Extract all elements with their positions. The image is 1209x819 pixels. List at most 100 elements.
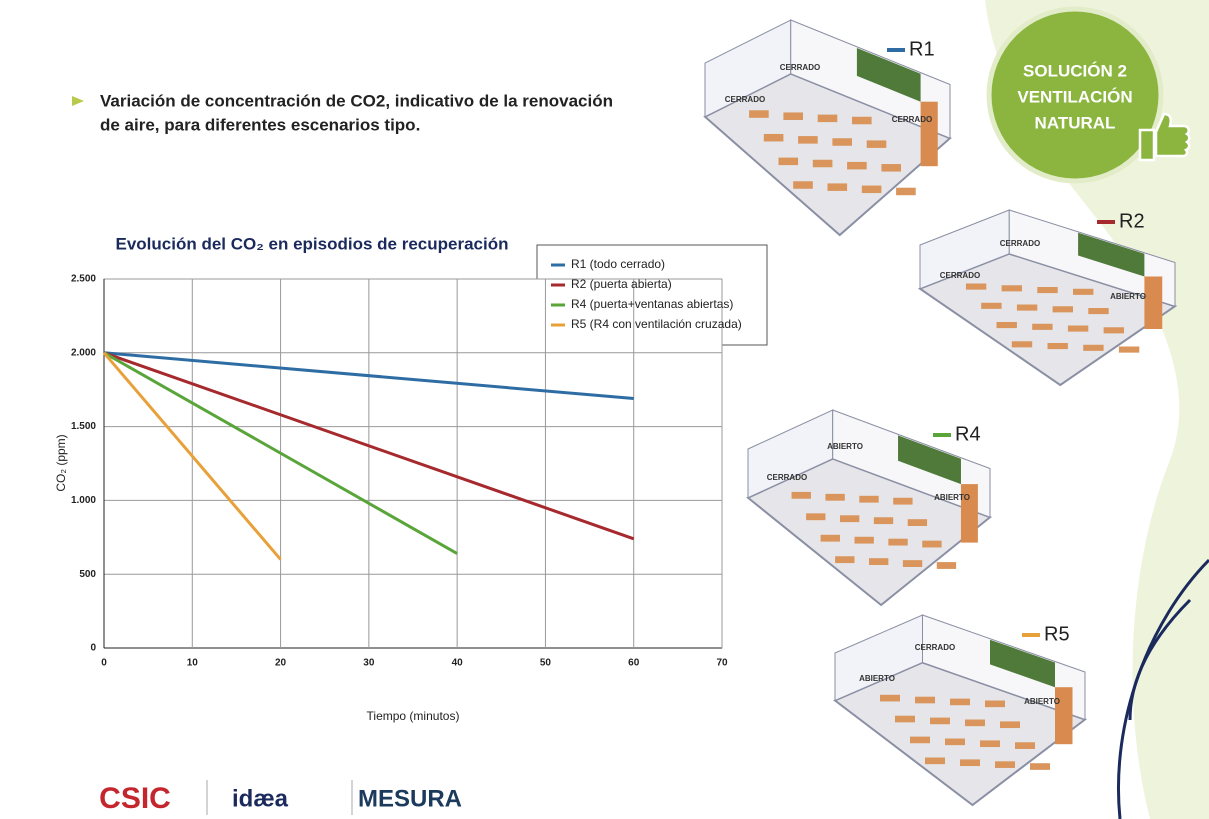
badge-text: SOLUCIÓN 2 — [1023, 61, 1127, 80]
desk — [861, 185, 882, 194]
desk — [980, 740, 1000, 748]
desk — [847, 161, 867, 170]
blackboard — [1078, 232, 1145, 277]
room-note: ABIERTO — [859, 674, 895, 683]
plot-area — [103, 278, 723, 649]
header-text: de aire, para diferentes escenarios tipo… — [100, 115, 420, 134]
door — [1144, 276, 1163, 329]
blackboard — [856, 47, 921, 102]
y-tick-label: 1.000 — [71, 495, 96, 506]
desk — [1037, 287, 1058, 294]
door — [920, 101, 938, 167]
desk — [791, 491, 811, 499]
desk — [827, 183, 848, 191]
chart-title: Evolución del CO₂ en episodios de recupe… — [116, 234, 509, 253]
room-note: CERRADO — [725, 95, 765, 104]
door — [1055, 687, 1073, 745]
y-tick-label: 1.500 — [71, 421, 96, 432]
desk — [880, 694, 900, 702]
legend-label: R4 (puerta+ventanas abiertas) — [571, 297, 733, 311]
desk — [1032, 323, 1053, 330]
x-tick-label: 10 — [187, 658, 199, 669]
desk — [1052, 306, 1073, 313]
desk — [1083, 344, 1104, 351]
desk — [930, 717, 950, 725]
x-axis-label: Tiempo (minutos) — [367, 709, 460, 723]
desk — [902, 560, 923, 567]
x-tick-label: 40 — [452, 658, 464, 669]
desk — [869, 558, 889, 566]
desk — [812, 159, 833, 168]
badge-text: NATURAL — [1035, 113, 1116, 132]
classroom-illustration — [833, 614, 1088, 807]
legend-label: R5 (R4 con ventilación cruzada) — [571, 317, 742, 331]
desk — [910, 736, 930, 744]
desk — [852, 116, 872, 125]
room-note: CERRADO — [767, 473, 807, 482]
desk — [1016, 304, 1038, 311]
desk — [835, 556, 855, 564]
blackboard — [898, 435, 961, 485]
x-tick-label: 70 — [716, 658, 728, 669]
room-note: CERRADO — [915, 643, 955, 652]
desk — [960, 759, 980, 767]
desk — [888, 538, 908, 546]
badge — [986, 6, 1164, 184]
desk — [965, 719, 985, 727]
classroom-illustration — [746, 409, 992, 607]
desk — [881, 164, 901, 172]
logo: MESURA — [358, 785, 462, 812]
data-line — [103, 351, 458, 555]
background-shape — [985, 0, 1209, 819]
desk — [893, 497, 913, 505]
desk — [915, 696, 935, 704]
classroom-illustration — [917, 209, 1178, 387]
thumbs-up-icon — [1138, 112, 1191, 162]
desk — [1118, 346, 1140, 353]
desk — [1103, 327, 1124, 334]
desk — [896, 187, 916, 196]
door — [960, 484, 978, 543]
desk — [806, 513, 826, 521]
desk — [859, 495, 879, 503]
room-note: CERRADO — [892, 115, 932, 124]
desk — [936, 562, 957, 569]
x-tick-label: 60 — [628, 658, 640, 669]
x-tick-label: 30 — [363, 658, 375, 669]
data-line — [103, 351, 635, 541]
room-note: ABIERTO — [934, 493, 970, 502]
desk — [945, 738, 965, 746]
desk — [1015, 742, 1035, 749]
desk — [950, 698, 970, 706]
desk — [839, 515, 860, 523]
desk — [1011, 341, 1033, 348]
y-tick-label: 2.500 — [71, 274, 96, 285]
desk — [981, 302, 1002, 309]
desk — [866, 140, 887, 148]
desk — [922, 540, 942, 548]
desk — [925, 757, 945, 765]
desk — [820, 534, 840, 542]
badge-text: VENTILACIÓN — [1017, 87, 1132, 106]
blackboard — [990, 639, 1055, 688]
desk — [763, 133, 784, 142]
room-note: ABIERTO — [827, 442, 863, 451]
desk — [825, 493, 845, 501]
desk — [995, 761, 1015, 768]
desk — [1047, 343, 1068, 350]
desk — [1001, 285, 1022, 292]
scenario-label: R4 — [955, 423, 981, 445]
desk — [793, 181, 813, 189]
scenario-label: R1 — [909, 38, 935, 60]
x-tick-label: 0 — [101, 658, 107, 669]
x-tick-label: 50 — [540, 658, 552, 669]
legend-label: R2 (puerta abierta) — [571, 277, 672, 291]
room-note: ABIERTO — [1024, 697, 1060, 706]
desk — [832, 138, 852, 146]
desk — [749, 110, 769, 118]
data-line — [103, 351, 634, 401]
logo: idæa — [232, 785, 289, 812]
decor-curve — [1128, 598, 1192, 721]
room-note: CERRADO — [1000, 239, 1040, 248]
